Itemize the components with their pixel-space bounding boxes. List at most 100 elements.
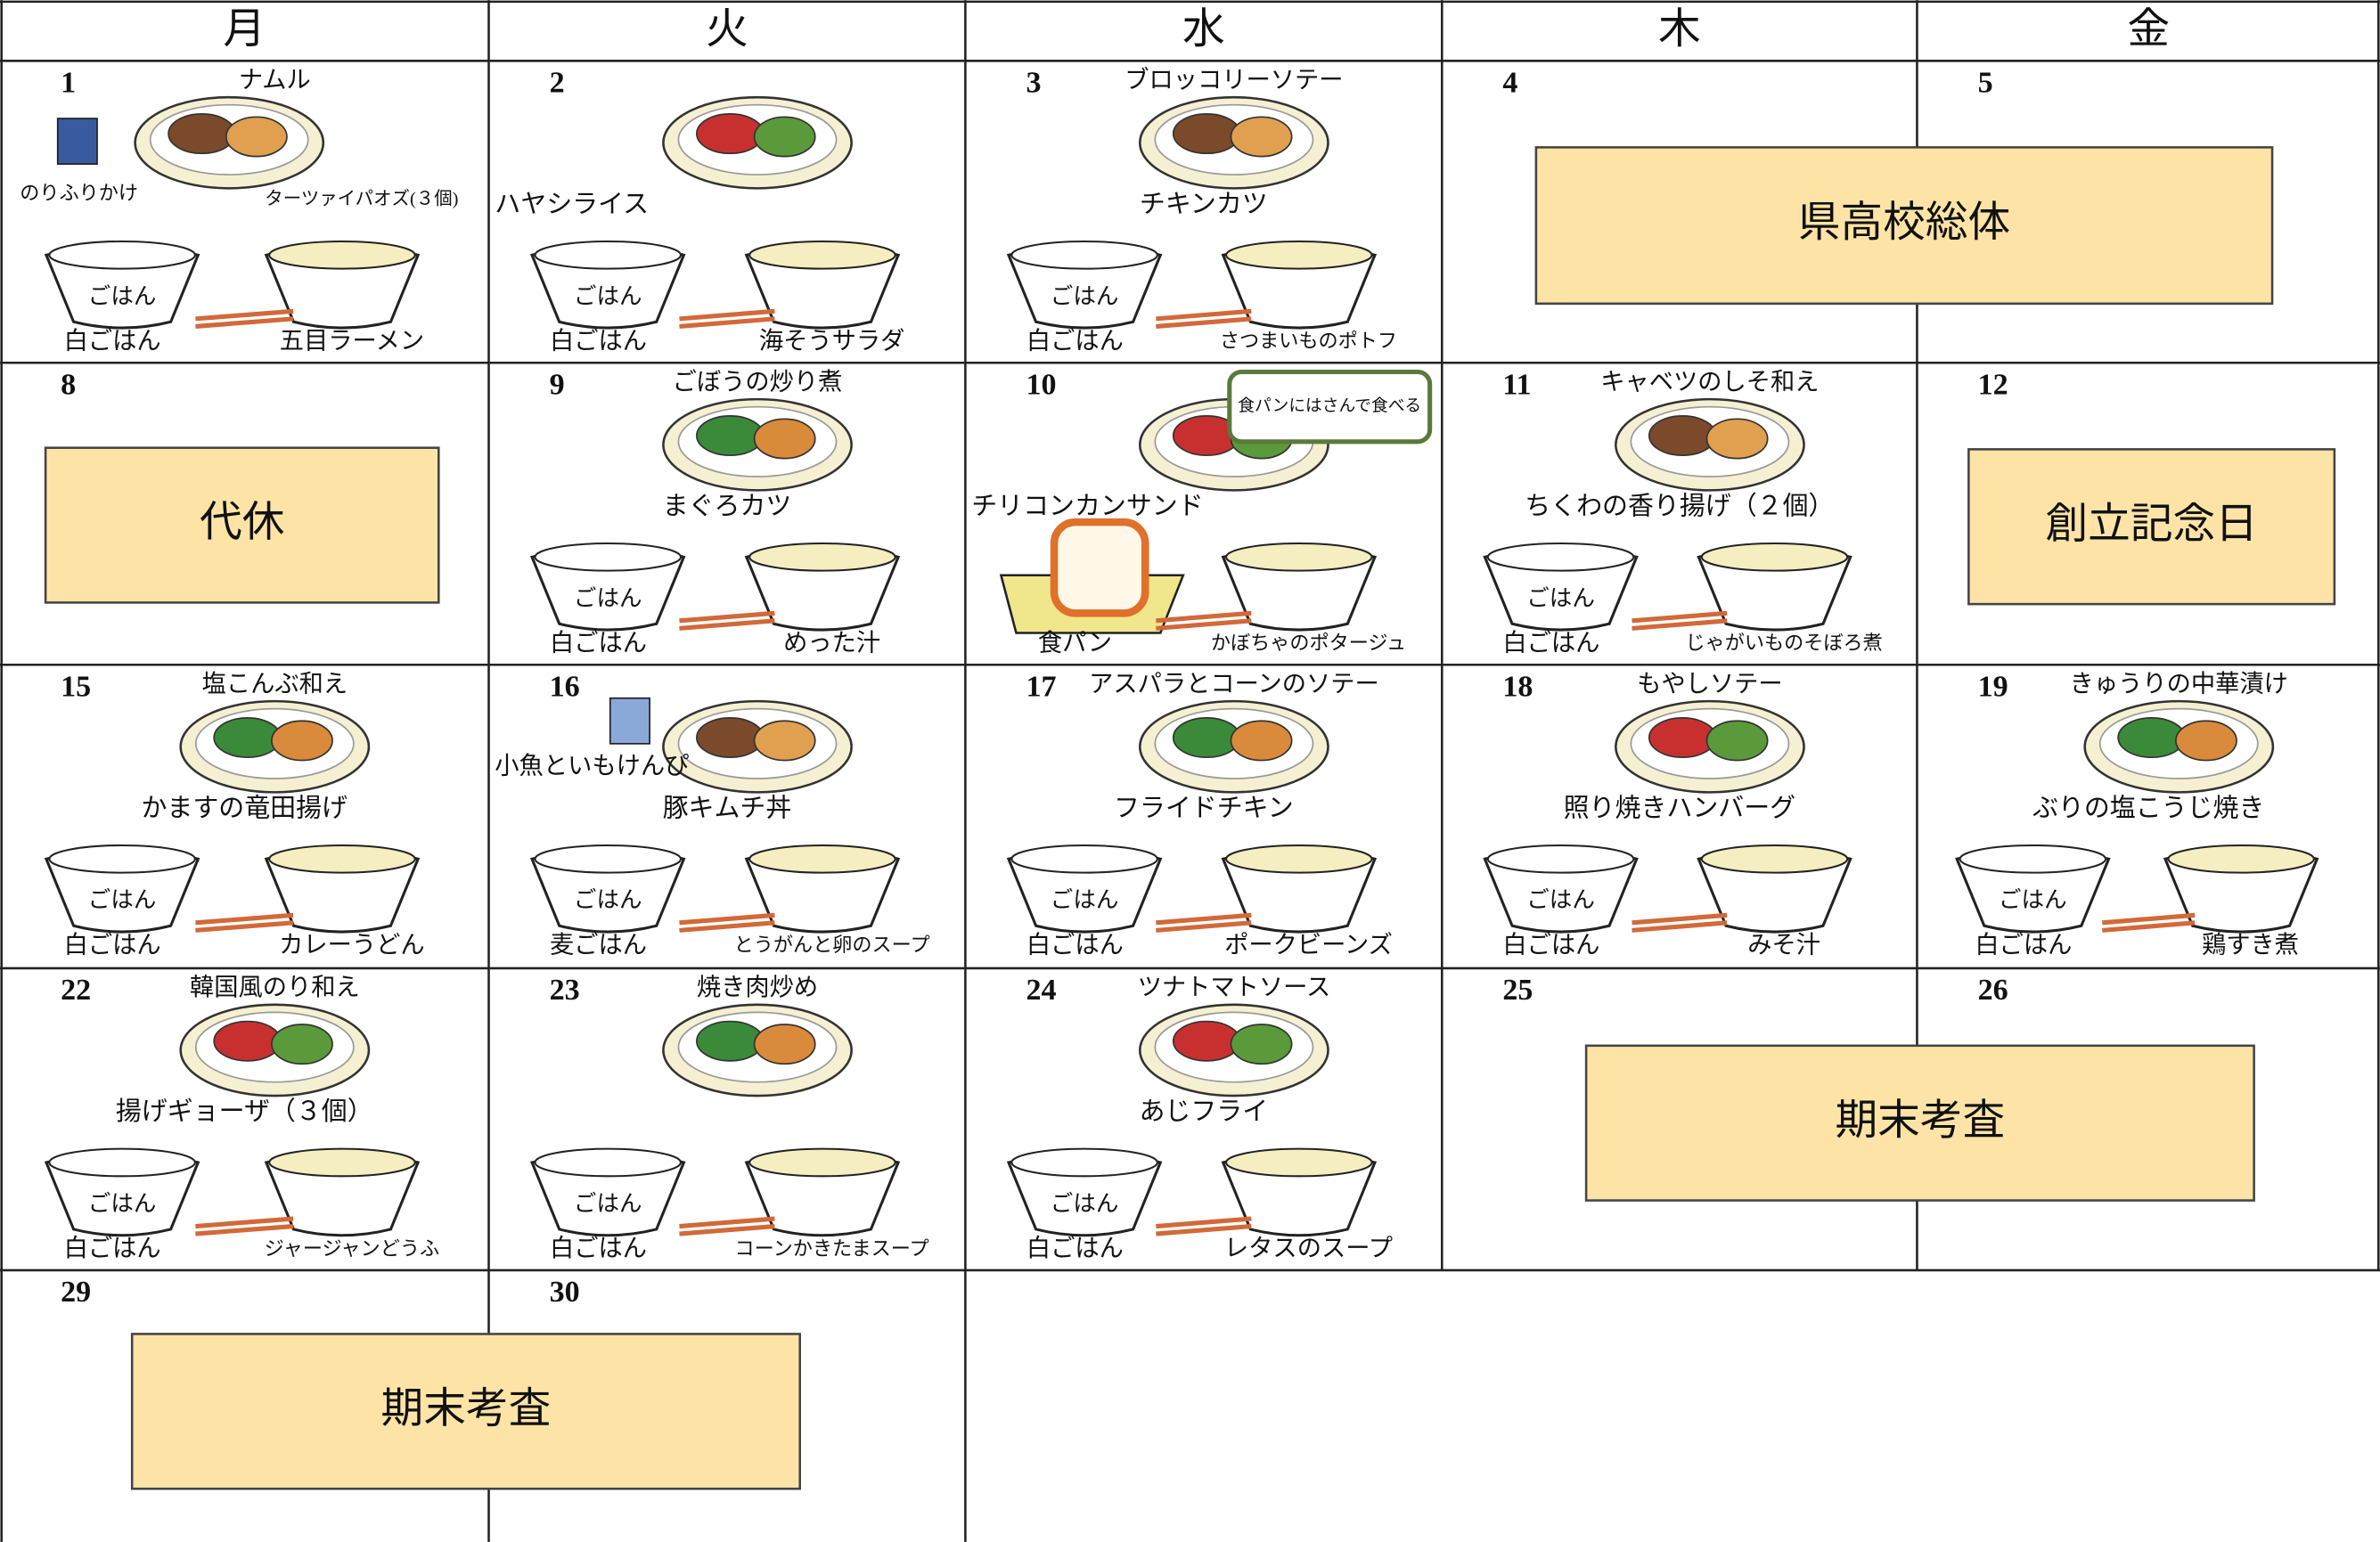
side-dish: ごぼうの炒り煮 bbox=[673, 368, 843, 395]
main-dish: あじフライ bbox=[1139, 1097, 1268, 1126]
food bbox=[213, 1020, 282, 1062]
side-dish: アスパラとコーンのソテー bbox=[1089, 670, 1379, 697]
date-number: 26 bbox=[1978, 974, 2008, 1007]
staple-label: 白ごはん bbox=[1502, 629, 1599, 656]
chopstick bbox=[1156, 1223, 1252, 1236]
bread bbox=[1050, 518, 1149, 617]
food bbox=[271, 720, 333, 762]
rice-bowl-label: ごはん bbox=[1999, 888, 2067, 913]
soup-label: コーンかきたまスープ bbox=[735, 1237, 929, 1260]
staple-label: 白ごはん bbox=[550, 1235, 647, 1261]
food bbox=[1705, 418, 1769, 460]
staple-label: 白ごはん bbox=[64, 1235, 161, 1261]
side-dish: 韓国風のり和え bbox=[190, 974, 360, 1000]
soup-bowl-top bbox=[1225, 542, 1373, 572]
chopstick bbox=[195, 1216, 294, 1229]
rice-bowl-label: ごはん bbox=[1526, 888, 1595, 913]
main-dish: チリコンカンサンド bbox=[971, 492, 1203, 520]
soup-label: さつまいものポトフ bbox=[1220, 330, 1397, 352]
staple-label: 白ごはん bbox=[64, 931, 161, 958]
date-number: 4 bbox=[1502, 66, 1517, 99]
rice-bowl-label: ごはん bbox=[88, 1191, 157, 1216]
chopstick bbox=[1156, 316, 1252, 329]
weekday-label: 火 bbox=[706, 7, 748, 53]
date-number: 3 bbox=[1026, 66, 1042, 99]
soup-label: とうがんと卵のスープ bbox=[734, 934, 930, 956]
chopstick bbox=[1156, 618, 1252, 631]
weekday-label: 木 bbox=[1658, 7, 1701, 53]
soup-label: 鶏すき煮 bbox=[2202, 931, 2299, 958]
rice-bowl-top bbox=[48, 844, 196, 874]
food bbox=[1230, 1024, 1293, 1065]
weekday-label: 月 bbox=[223, 7, 266, 53]
soup-label: ジャージャンどうふ bbox=[265, 1237, 439, 1260]
rice-bowl-label: ごはん bbox=[1051, 1191, 1119, 1216]
main-dish: かますの竜田揚げ bbox=[141, 794, 348, 822]
chopstick bbox=[1632, 912, 1728, 926]
event-box bbox=[1967, 448, 2336, 606]
food bbox=[753, 116, 816, 158]
date-number: 1 bbox=[61, 66, 76, 99]
chopstick bbox=[195, 920, 294, 933]
food bbox=[753, 720, 816, 762]
date-number: 25 bbox=[1502, 974, 1533, 1007]
chopstick bbox=[679, 618, 775, 631]
chopstick bbox=[195, 912, 294, 926]
chopstick bbox=[2102, 920, 2196, 933]
chopstick bbox=[195, 308, 294, 322]
weekday-label: 水 bbox=[1182, 7, 1225, 53]
side-dish: 塩こんぶ和え bbox=[202, 670, 348, 697]
note-text: 食パンにはさんで食べる bbox=[1238, 396, 1421, 415]
food bbox=[1172, 113, 1241, 155]
food bbox=[225, 116, 288, 158]
rice-bowl-top bbox=[534, 542, 683, 572]
date-number: 30 bbox=[550, 1276, 580, 1309]
food bbox=[1172, 1020, 1241, 1062]
event-box bbox=[130, 1333, 801, 1490]
extra-item: のりふりかけ bbox=[20, 182, 138, 204]
rice-bowl-top bbox=[1010, 240, 1158, 270]
soup-label: じゃがいものそぼろ煮 bbox=[1686, 632, 1883, 654]
chopstick bbox=[679, 610, 775, 624]
side-dish: きゅうりの中華漬け bbox=[2070, 670, 2288, 697]
event-label: 創立記念日 bbox=[2045, 501, 2257, 548]
chopstick bbox=[1156, 1216, 1252, 1229]
rice-bowl-label: ごはん bbox=[574, 586, 642, 611]
food bbox=[1648, 717, 1717, 759]
side-dish: キャベツのしそ和え bbox=[1600, 368, 1819, 395]
chopstick bbox=[195, 1223, 294, 1236]
date-number: 16 bbox=[550, 670, 580, 703]
rice-bowl-top bbox=[1010, 1147, 1158, 1178]
rice-bowl-label: ごはん bbox=[574, 888, 642, 913]
main-dish: 照り焼きハンバーグ bbox=[1564, 794, 1795, 822]
soup-label: カレーうどん bbox=[279, 931, 425, 958]
soup-label: ポークビーンズ bbox=[1224, 931, 1393, 958]
chopstick bbox=[2102, 912, 2196, 926]
chopstick bbox=[679, 912, 775, 926]
rice-bowl-top bbox=[1486, 844, 1635, 874]
soup-bowl-top bbox=[268, 240, 416, 270]
weekday-label: 金 bbox=[2127, 7, 2170, 53]
food bbox=[1172, 717, 1241, 759]
food bbox=[2175, 720, 2237, 762]
food bbox=[696, 415, 765, 457]
side-dish: ナムル bbox=[239, 66, 311, 93]
soup-bowl-top bbox=[268, 844, 416, 874]
snack-pack bbox=[609, 697, 650, 745]
chopstick bbox=[195, 316, 294, 329]
main-dish: ぶりの塩こうじ焼き bbox=[2032, 794, 2264, 822]
rice-bowl-top bbox=[534, 844, 683, 874]
date-number: 29 bbox=[61, 1276, 91, 1309]
soup-bowl-top bbox=[748, 240, 896, 270]
main-dish: ちくわの香り揚げ（２個） bbox=[1525, 492, 1834, 520]
soup-bowl-top bbox=[748, 1147, 896, 1178]
side-dish: 焼き肉炒め bbox=[697, 974, 818, 1000]
main-dish: ハヤシライス bbox=[495, 190, 649, 218]
rice-bowl-top bbox=[1959, 844, 2107, 874]
event-label: 代休 bbox=[200, 499, 284, 546]
date-number: 15 bbox=[61, 670, 91, 703]
staple-label: 白ごはん bbox=[1026, 327, 1124, 354]
rice-bowl-label: ごはん bbox=[1051, 888, 1119, 913]
chopstick bbox=[679, 316, 775, 329]
